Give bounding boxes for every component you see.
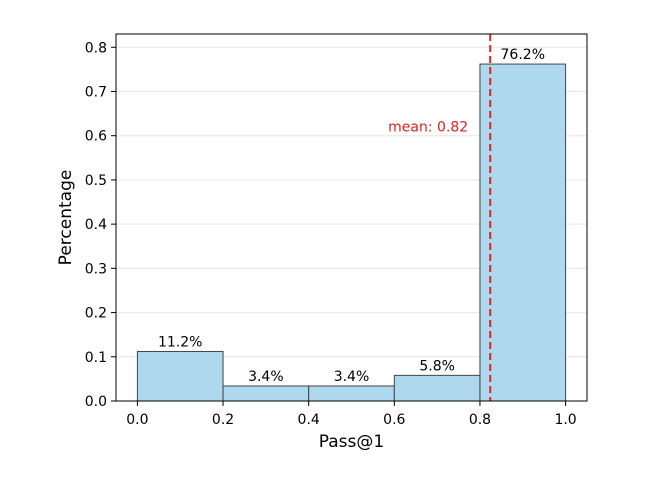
bar-value-label: 5.8%	[419, 358, 455, 374]
y-tick-label: 0.6	[85, 129, 107, 145]
mean-label: mean: 0.82	[388, 119, 468, 135]
histogram-bar	[308, 385, 395, 402]
y-tick-label: 0.1	[85, 350, 107, 366]
y-tick-label: 0.8	[85, 40, 107, 56]
x-axis-ticks: 0.0 0.2 0.4 0.6 0.8 1.0	[126, 401, 577, 428]
y-tick-label: 0.0	[85, 394, 107, 410]
bar-labels: 11.2% 3.4% 3.4% 5.8% 76.2%	[158, 47, 545, 385]
bar-value-label: 3.4%	[248, 369, 284, 385]
y-tick-label: 0.5	[85, 173, 107, 189]
y-axis-ticks: 0.0 0.1 0.2 0.3 0.4 0.5 0.6 0.7 0.8	[85, 40, 116, 410]
plot-frame	[115, 33, 588, 402]
y-axis-title: Percentage	[56, 170, 76, 266]
x-tick-label: 0.6	[383, 412, 405, 428]
x-tick-label: 0.2	[212, 412, 234, 428]
x-tick-label: 0.4	[298, 412, 320, 428]
x-tick-label: 1.0	[554, 412, 576, 428]
histogram-bar	[393, 374, 481, 402]
bar-value-label: 3.4%	[334, 369, 370, 385]
y-tick-label: 0.4	[85, 217, 107, 233]
bar-value-label: 11.2%	[158, 334, 202, 350]
histogram-bar	[479, 63, 567, 402]
y-tick-label: 0.7	[85, 84, 107, 100]
bars	[136, 63, 567, 402]
bar-value-label: 76.2%	[501, 47, 545, 63]
x-tick-label: 0.8	[469, 412, 491, 428]
x-axis-title: Pass@1	[319, 432, 384, 452]
mean-marker: mean: 0.82	[388, 34, 492, 401]
y-tick-label: 0.2	[85, 306, 107, 322]
x-tick-label: 0.0	[126, 412, 148, 428]
histogram-bar	[222, 385, 310, 402]
histogram-bar	[136, 350, 224, 402]
y-tick-label: 0.3	[85, 261, 107, 277]
